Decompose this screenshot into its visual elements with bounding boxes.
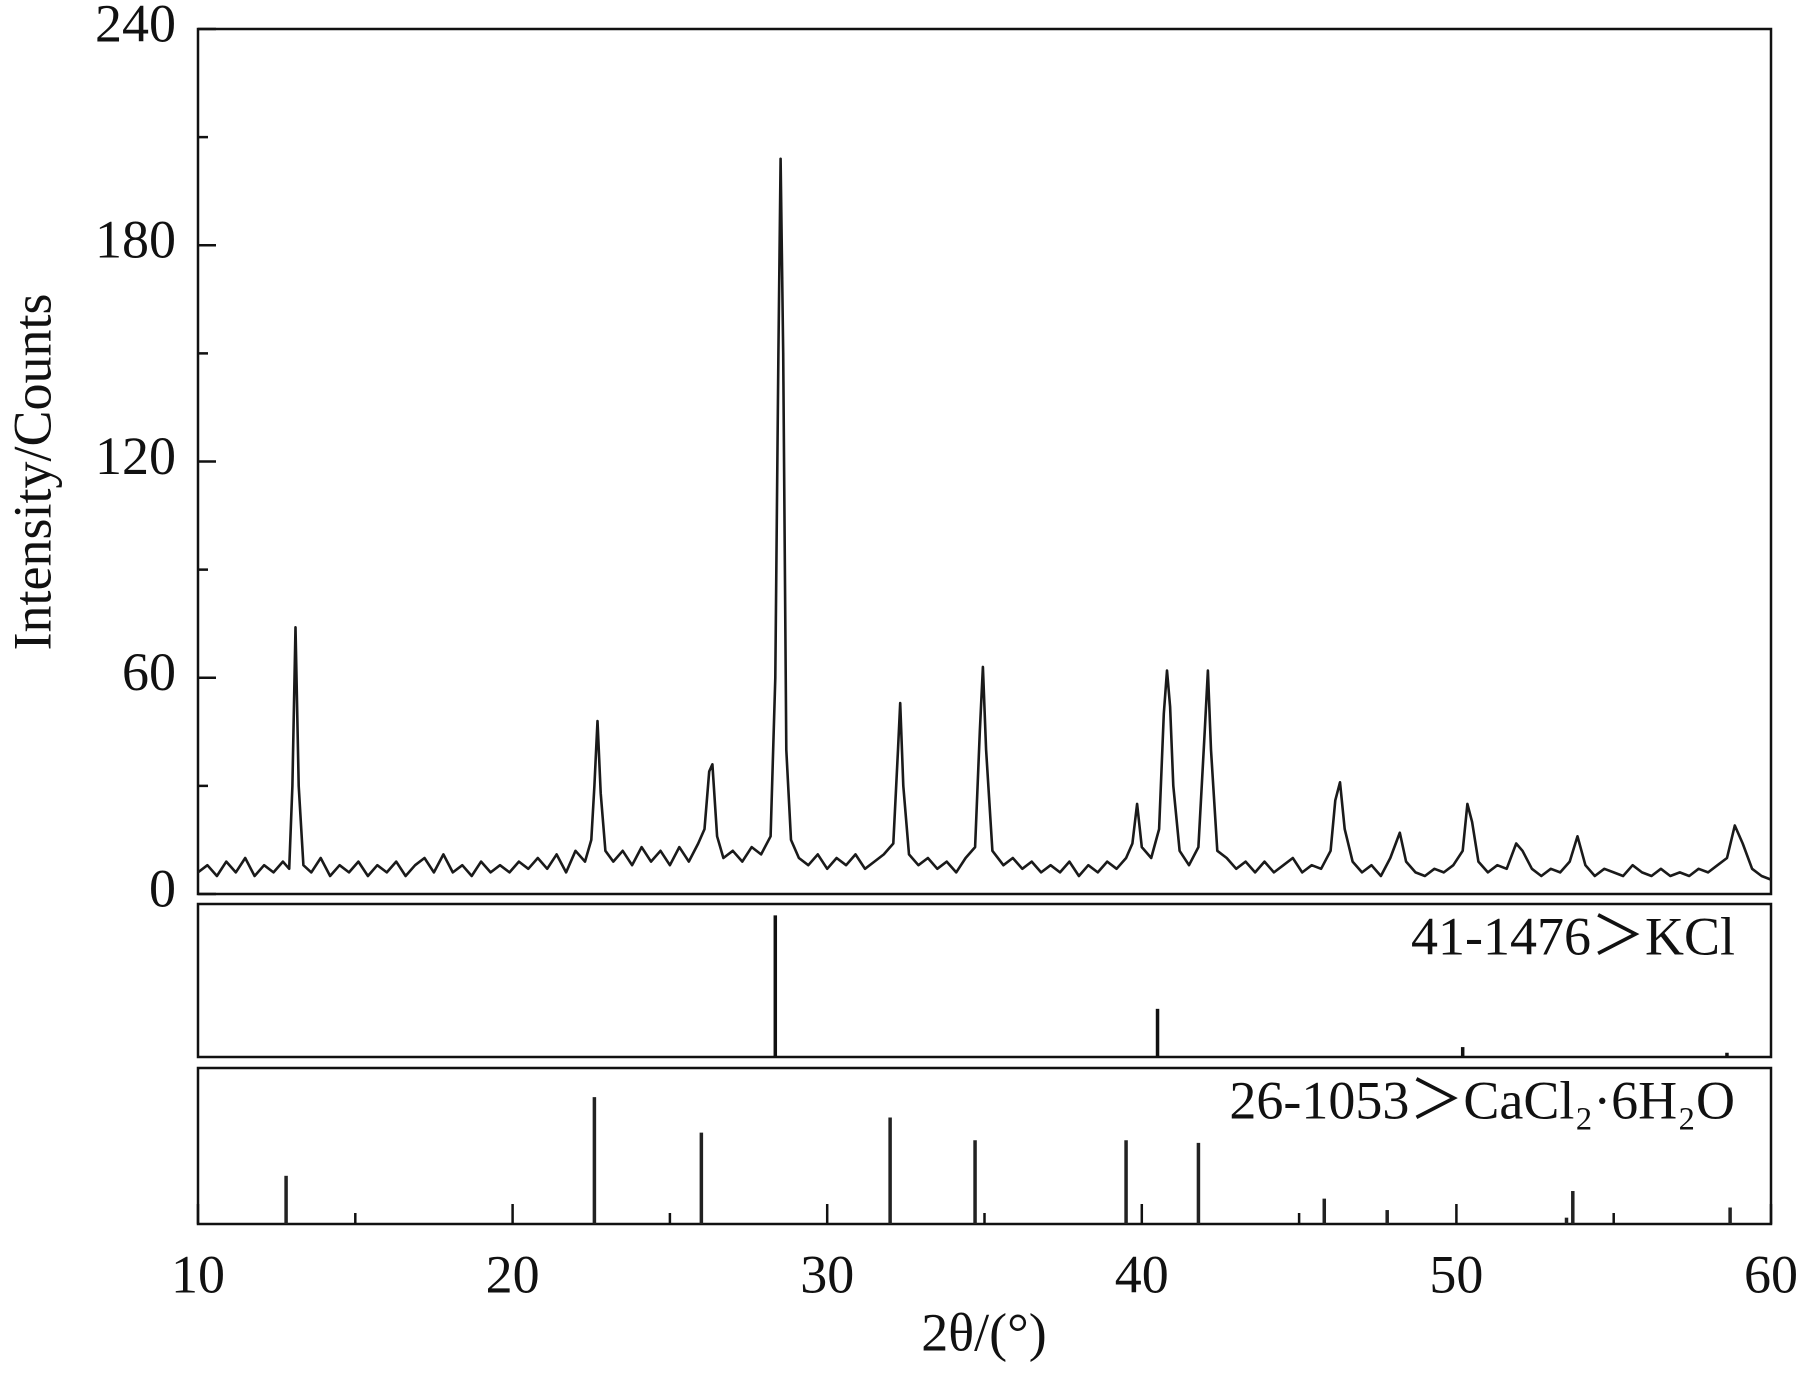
panel-frame [196,902,1773,1059]
x-axis-title: 2θ/(°) [921,1302,1046,1362]
x-tick-label: 40 [1115,1244,1169,1304]
y-axis-title: Intensity/Counts [2,293,62,650]
panel-frame [196,27,1773,896]
x-tick-label: 50 [1429,1244,1483,1304]
x-tick-label: 60 [1744,1244,1798,1304]
phase-label: 26-1053＞CaCl₂·6H₂O [1229,1070,1735,1130]
y-tick-label: 0 [149,858,176,918]
y-tick-label: 180 [95,210,176,270]
y-tick-label: 60 [122,642,176,702]
phase-label: 41-1476＞KCl [1411,906,1735,966]
x-tick-label: 10 [171,1244,225,1304]
pattern-line [197,157,1772,881]
y-tick-label: 240 [95,0,176,53]
y-tick-label: 120 [95,426,176,486]
x-tick-label: 20 [486,1244,540,1304]
x-tick-label: 30 [800,1244,854,1304]
